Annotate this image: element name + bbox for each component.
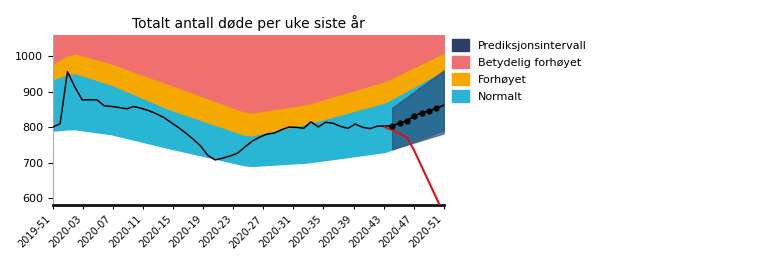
Title: Totalt antall døde per uke siste år: Totalt antall døde per uke siste år [131,15,365,31]
Legend: Prediksjonsintervall, Betydelig forhøyet, Forhøyet, Normalt: Prediksjonsintervall, Betydelig forhøyet… [448,35,591,106]
